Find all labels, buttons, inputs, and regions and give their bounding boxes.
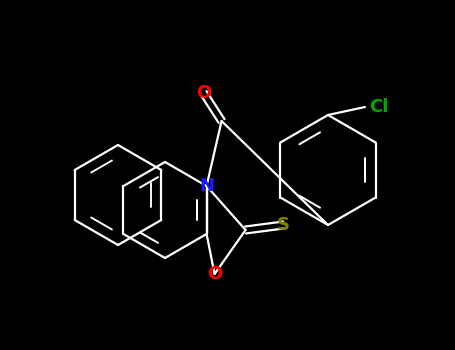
- Text: O: O: [196, 84, 211, 102]
- Text: N: N: [199, 177, 214, 195]
- Text: Cl: Cl: [369, 98, 389, 116]
- Text: O: O: [207, 265, 222, 283]
- Text: S: S: [277, 216, 290, 234]
